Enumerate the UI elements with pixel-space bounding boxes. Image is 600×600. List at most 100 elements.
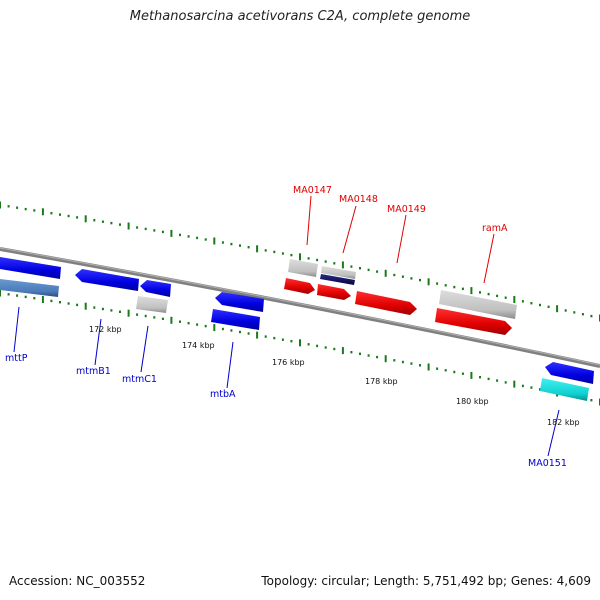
bottom-row-tick [33, 297, 36, 300]
bottom-row-tick [50, 299, 53, 303]
bottom-row-tick [93, 306, 96, 309]
bottom-row-tick [324, 346, 327, 349]
leader-ma0147 [306, 195, 312, 246]
bottom-row-tick [7, 293, 10, 296]
bottom-row-tick [290, 340, 293, 343]
gene-box-ma0148-gray[interactable] [321, 266, 356, 279]
bottom-row-tick [144, 314, 147, 318]
top-row-tick [230, 242, 233, 246]
bottom-row-tick [247, 332, 250, 335]
top-row-tick [16, 206, 19, 209]
gene-arrow-ma0147-red[interactable] [284, 278, 315, 294]
forward-strand-genes [284, 259, 517, 335]
bottom-row-tick [110, 309, 113, 312]
bottom-row-tick [136, 313, 139, 316]
gene-arrow-mtmc1-blue[interactable] [140, 280, 171, 297]
bottom-row-tick [401, 360, 404, 364]
top-row-tick [179, 233, 181, 237]
leader-ma0149 [396, 214, 407, 264]
gene-box-rama-gray[interactable] [439, 290, 517, 319]
gene-box-mtba-blue[interactable] [211, 309, 260, 330]
gene-arrow-ma0151-blue[interactable] [545, 362, 594, 384]
top-row-tick [393, 273, 396, 277]
gene-arrow-mtba-blue[interactable] [215, 292, 264, 312]
top-row-tick [556, 305, 559, 313]
top-row-tick [384, 269, 387, 277]
bottom-row-tick [453, 370, 456, 374]
gene-box-ma0148-navy[interactable] [320, 274, 355, 285]
top-row-tick [84, 215, 87, 223]
bottom-row-tick [170, 316, 173, 324]
gene-arrow-mttp-blue[interactable] [0, 257, 61, 279]
gene-box-ma0147-gray[interactable] [288, 259, 318, 277]
top-row-tick [564, 309, 567, 312]
top-row-tick [436, 282, 439, 285]
bottom-row-tick [221, 327, 224, 331]
top-row-tick [33, 209, 36, 212]
top-row-tick [359, 267, 361, 270]
top-row-tick [530, 302, 533, 305]
top-row-tick [239, 244, 241, 247]
top-row-tick [264, 249, 267, 252]
top-row-tick [213, 237, 216, 245]
label-leaders [13, 195, 560, 457]
top-row-tick [316, 258, 319, 262]
gene-arrow-rama-red[interactable] [435, 308, 512, 335]
top-row-tick [513, 296, 516, 303]
bottom-row-tick [359, 352, 361, 355]
top-row-tick [521, 300, 524, 303]
bottom-row-tick [187, 322, 190, 325]
gene-label-ma0149: MA0149 [387, 204, 426, 215]
bottom-row-tick [196, 323, 199, 326]
top-row-tick [50, 212, 53, 215]
gene-arrow-ma0149-red[interactable] [355, 291, 417, 315]
gene-label-rama: ramA [482, 223, 508, 234]
top-tick-row [0, 201, 600, 322]
bottom-row-tick [213, 324, 216, 332]
top-row-tick [479, 291, 481, 294]
top-row-tick [136, 226, 139, 229]
gene-label-ma0147: MA0147 [293, 185, 332, 196]
top-row-tick [419, 278, 421, 282]
bottom-row-tick [479, 376, 481, 379]
top-row-tick [7, 205, 10, 208]
bottom-row-tick [521, 384, 524, 388]
bottom-row-tick [393, 359, 396, 362]
bottom-row-tick [119, 310, 121, 313]
top-row-tick [221, 241, 224, 244]
bottom-row-tick [487, 377, 490, 381]
bottom-row-tick [256, 331, 259, 339]
bottom-row-tick [264, 335, 267, 338]
top-row-tick [341, 261, 344, 269]
genome-summary-text: Topology: circular; Length: 5,751,492 bp… [261, 574, 591, 588]
bottom-row-tick [307, 343, 310, 346]
gene-box-mttp-steel[interactable] [0, 279, 59, 297]
scale-label-182: 182 kbp [547, 418, 580, 427]
gene-box-mtmc1-gray[interactable] [136, 296, 168, 313]
bottom-row-tick [16, 294, 19, 297]
top-row-tick [256, 245, 259, 253]
top-row-tick [427, 278, 430, 286]
bottom-row-tick [41, 296, 44, 303]
top-row-tick [67, 214, 70, 218]
bottom-row-tick [84, 302, 87, 310]
bottom-row-tick [590, 399, 593, 402]
top-row-tick [307, 257, 310, 260]
gene-label-mtmb1: mtmB1 [76, 366, 111, 377]
bottom-row-tick [204, 324, 207, 328]
gene-box-ma0151-cyan[interactable] [540, 378, 589, 401]
top-row-tick [324, 260, 327, 263]
leader-ma0148 [342, 205, 357, 254]
bottom-row-tick [230, 329, 233, 332]
gene-arrow-ma0148-red[interactable] [317, 284, 351, 300]
gene-arrow-mtmb1-blue[interactable] [75, 269, 139, 291]
top-row-tick [401, 275, 404, 278]
top-row-tick [196, 236, 199, 240]
top-row-tick [204, 238, 207, 241]
bottom-row-tick [410, 362, 413, 365]
bottom-row-tick [376, 355, 379, 359]
top-row-tick [504, 296, 507, 299]
bottom-row-tick [333, 347, 336, 351]
bottom-row-tick [281, 338, 284, 341]
